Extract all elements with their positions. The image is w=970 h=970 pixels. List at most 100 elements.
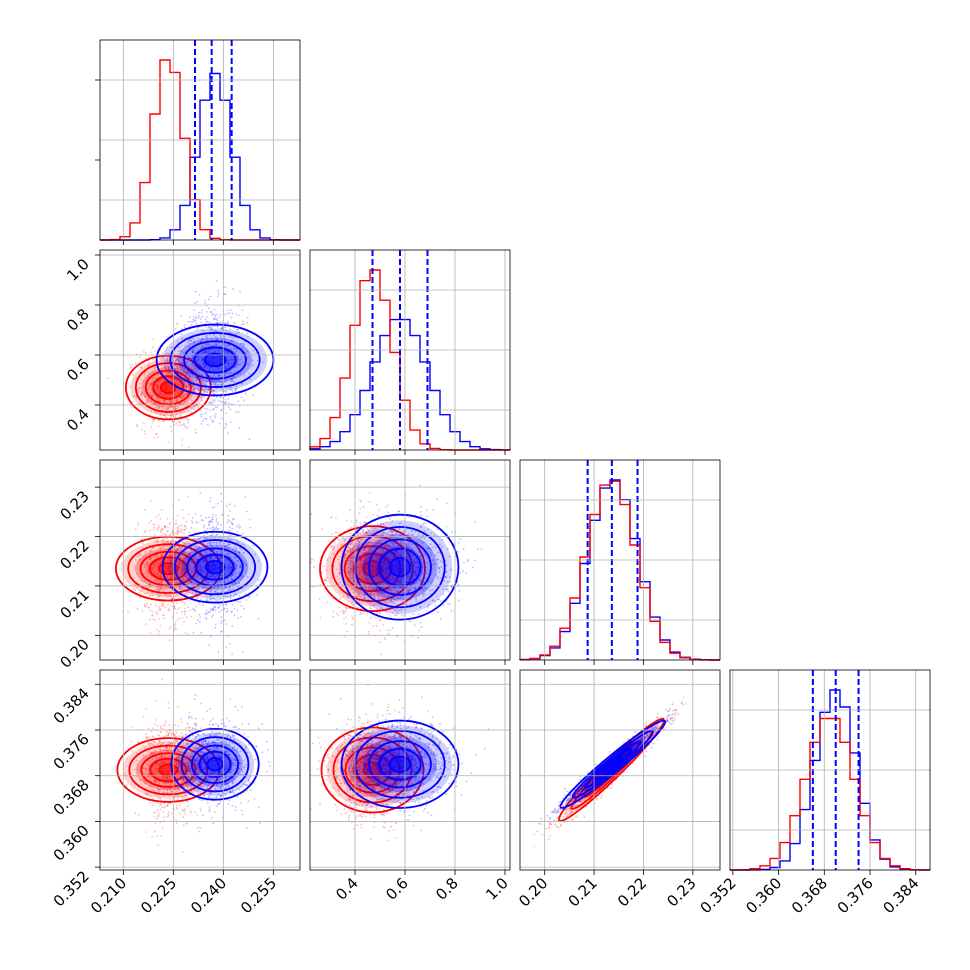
scatter-point [196,378,199,381]
scatter-point [202,352,205,354]
scatter-point [179,397,182,400]
scatter-point [194,367,197,370]
scatter-point [203,546,206,549]
scatter-point [178,588,181,591]
scatter-point [193,315,195,318]
scatter-point [152,418,155,420]
scatter-point [197,587,200,590]
scatter-point [202,362,205,364]
scatter-point [170,576,173,579]
scatter-point [217,321,220,324]
scatter-point [189,411,192,413]
scatter-point [358,542,360,545]
scatter-point [136,425,138,427]
scatter-point [160,539,163,542]
scatter-point [228,335,231,338]
scatter-point [228,331,231,334]
scatter-point [189,357,191,359]
scatter-point [371,526,373,529]
scatter-point [175,398,178,400]
scatter-point [227,406,230,408]
scatter-point [158,547,161,550]
scatter-point [204,351,206,353]
scatter-point [163,400,166,402]
scatter-point [143,373,146,375]
scatter-point [204,302,206,304]
scatter-point [229,520,232,523]
scatter-point [227,366,230,368]
scatter-point [358,512,361,515]
scatter-point [207,379,209,382]
scatter-point [194,431,197,434]
scatter-point [227,577,230,580]
scatter-point [350,569,353,572]
scatter-point [445,502,448,505]
scatter-point [180,547,182,550]
scatter-point [176,407,179,410]
scatter-point [220,492,223,495]
scatter-point [166,530,169,532]
scatter-point [191,374,194,376]
scatter-point [209,382,211,384]
scatter-point [231,625,234,627]
scatter-point [194,544,197,547]
scatter-point [196,382,199,384]
scatter-point [229,539,232,541]
scatter-point [198,566,201,569]
scatter-point [178,587,181,590]
scatter-point [175,358,178,361]
scatter-point [175,554,178,557]
scatter-point [201,309,204,311]
scatter-point [175,367,178,369]
scatter-point [234,593,236,596]
scatter-point [379,577,382,580]
scatter-point [230,380,232,383]
scatter-point [383,562,386,565]
scatter-point [164,526,167,528]
scatter-point [156,554,159,557]
scatter-point [205,586,208,589]
scatter-point [450,609,453,612]
scatter-point [236,560,239,562]
scatter-point [375,587,378,590]
scatter-point [160,581,163,583]
scatter-point [402,530,405,533]
scatter-point [211,390,214,393]
scatter-point [159,609,161,611]
scatter-point [381,550,383,552]
scatter-point [142,351,145,353]
scatter-point [212,389,215,392]
scatter-point [225,545,227,548]
scatter-point [168,544,171,547]
scatter-point [156,528,159,531]
scatter-point [183,368,185,371]
scatter-point [217,528,220,530]
scatter-point [226,569,228,571]
scatter-point [203,586,205,588]
scatter-point [231,378,234,381]
scatter-point [145,562,148,565]
scatter-point [236,525,238,528]
scatter-point [212,330,214,332]
scatter-point [169,533,172,536]
scatter-point [375,540,378,542]
scatter-point [219,313,222,316]
scatter-point [219,555,222,558]
scatter-point [161,603,164,606]
scatter-point [195,605,198,608]
scatter-point [199,554,202,557]
scatter-point [226,505,228,507]
scatter-point [175,365,178,367]
scatter-point [191,570,194,573]
scatter-point [176,547,179,550]
scatter-point [202,586,205,589]
scatter-point [223,395,226,398]
density-panel-2-0 [114,492,269,655]
scatter-point [171,379,174,381]
scatter-point [152,618,155,621]
scatter-point [212,351,215,354]
scatter-point [247,357,249,360]
scatter-point [180,610,183,613]
scatter-point [139,596,141,599]
scatter-point [216,406,219,408]
